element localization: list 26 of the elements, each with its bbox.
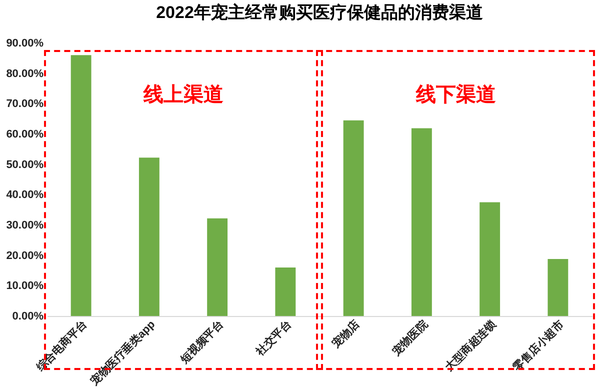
y-tick-label: 50.00% <box>6 158 44 171</box>
bar <box>275 267 296 316</box>
y-tick-label: 70.00% <box>6 98 44 110</box>
x-tick-label: 零售店小超市 <box>510 318 566 374</box>
y-tick-label: 0.00% <box>12 310 44 322</box>
x-tick-label: 宠物医院 <box>389 318 430 359</box>
bar <box>480 202 500 316</box>
bar <box>411 128 432 316</box>
y-tick-label: 20.00% <box>6 250 44 262</box>
y-tick-label: 10.00% <box>6 280 44 292</box>
bar <box>207 218 228 316</box>
bar <box>70 55 92 316</box>
chart-title: 2022年宠主经常购买医疗保健品的消费渠道 <box>156 3 483 22</box>
x-tick-label: 短视频平台 <box>177 318 226 367</box>
y-tick-label: 60.00% <box>6 128 44 140</box>
bar <box>138 158 160 316</box>
x-tick-label: 宠物店 <box>328 318 362 352</box>
annotation: 线下渠道 <box>416 82 496 108</box>
annotation: 线上渠道 <box>143 82 224 108</box>
y-tick-label: 90.00% <box>6 38 44 50</box>
y-tick-label: 80.00% <box>6 68 44 80</box>
bar <box>548 258 568 316</box>
x-tick-label: 社交平台 <box>252 318 294 359</box>
y-tick-label: 40.00% <box>6 189 44 202</box>
bar <box>343 120 364 316</box>
y-tick-label: 30.00% <box>6 220 44 232</box>
